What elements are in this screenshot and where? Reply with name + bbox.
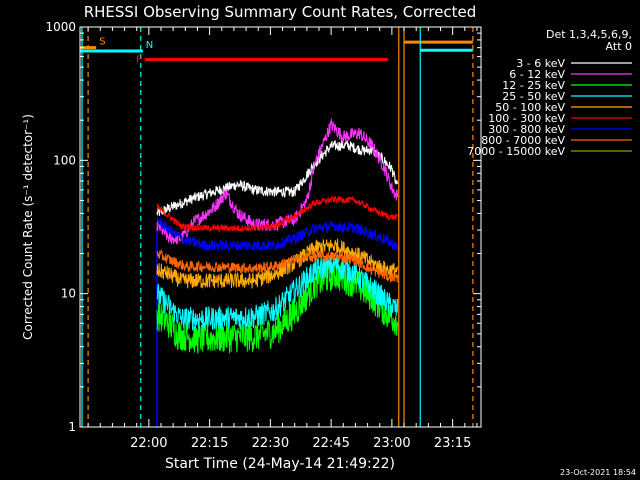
- legend-label: 6 - 12 keV: [509, 68, 565, 81]
- x-tick-label: 22:30: [252, 436, 289, 451]
- legend-label: 50 - 100 keV: [495, 101, 565, 114]
- y-tick-label: 10: [61, 287, 76, 301]
- y-tick-label: 1: [68, 420, 76, 434]
- legend-label: 25 - 50 keV: [502, 90, 565, 103]
- series-line: [156, 195, 399, 234]
- x-axis-label: Start Time (24-May-14 21:49:22): [165, 456, 395, 472]
- flag-bars: [80, 40, 473, 62]
- series-line: [156, 249, 399, 283]
- legend-label: 12 - 25 keV: [502, 79, 565, 92]
- series-line: [156, 259, 399, 354]
- series-line: [156, 117, 399, 245]
- timestamp: 23-Oct-2021 18:54: [560, 468, 636, 477]
- flag-label: N: [146, 40, 153, 51]
- flag-label: S: [99, 37, 105, 48]
- y-tick-label: 1000: [45, 20, 76, 34]
- legend-label: 300 - 800 keV: [488, 123, 565, 136]
- plot-frame: [79, 26, 482, 428]
- legend-header: Att 0: [606, 40, 632, 53]
- legend-label: 7000 - 15000 keV: [467, 145, 565, 158]
- chart-title: RHESSI Observing Summary Count Rates, Co…: [84, 3, 477, 21]
- legend-header: Det 1,3,4,5,6,9,: [546, 28, 632, 41]
- x-tick-label: 23:00: [373, 436, 410, 451]
- y-axis-label: Corrected Count Rate (s⁻¹ detector⁻¹): [21, 114, 35, 340]
- series-line: [156, 254, 399, 332]
- legend-label: 3 - 6 keV: [516, 57, 565, 70]
- series-line: [156, 140, 399, 216]
- flag-labels: S NF: [99, 37, 153, 66]
- x-tick-label: 22:00: [130, 436, 167, 451]
- series-lines: [156, 117, 399, 354]
- x-tick-label: 22:45: [312, 436, 349, 451]
- legend-label: 800 - 7000 keV: [481, 134, 565, 147]
- flag-label: F: [136, 55, 142, 66]
- x-axis: 22:00 22:15 22:30 22:45 23:00 23:15: [87, 27, 478, 451]
- x-tick-label: 22:15: [191, 436, 228, 451]
- y-axis: 1 10 100 1000: [45, 20, 481, 434]
- y-tick-label: 100: [53, 153, 76, 167]
- legend-label: 100 - 300 keV: [488, 112, 565, 125]
- series-line: [156, 217, 399, 252]
- x-tick-label: 23:15: [434, 436, 471, 451]
